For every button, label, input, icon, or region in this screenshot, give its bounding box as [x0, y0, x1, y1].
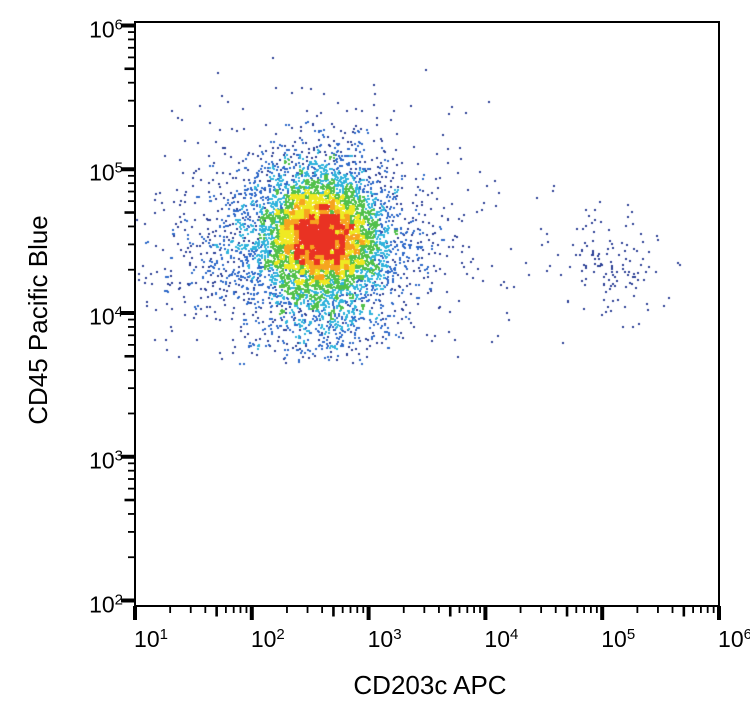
y-tick-label-10e4: 104: [89, 303, 123, 330]
x-axis-title: CD203c APC: [353, 670, 507, 700]
x-tick-label-10e6: 106: [718, 626, 750, 652]
y-tick-label-10e6: 106: [89, 16, 123, 42]
y-tick-label-10e3: 103: [89, 447, 123, 474]
x-tick-label-10e3: 103: [367, 626, 402, 652]
x-tick-label-10e1: 101: [134, 626, 168, 652]
plot-frame: [134, 21, 720, 607]
x-tick-label-10e4: 104: [484, 626, 519, 652]
y-axis-title: CD45 Pacific Blue: [23, 215, 53, 425]
x-tick-label-10e5: 105: [601, 626, 636, 652]
x-tick-label-10e2: 102: [250, 626, 285, 652]
y-tick-label-10e2: 102: [89, 591, 123, 617]
y-tick-label-10e5: 105: [89, 159, 123, 186]
